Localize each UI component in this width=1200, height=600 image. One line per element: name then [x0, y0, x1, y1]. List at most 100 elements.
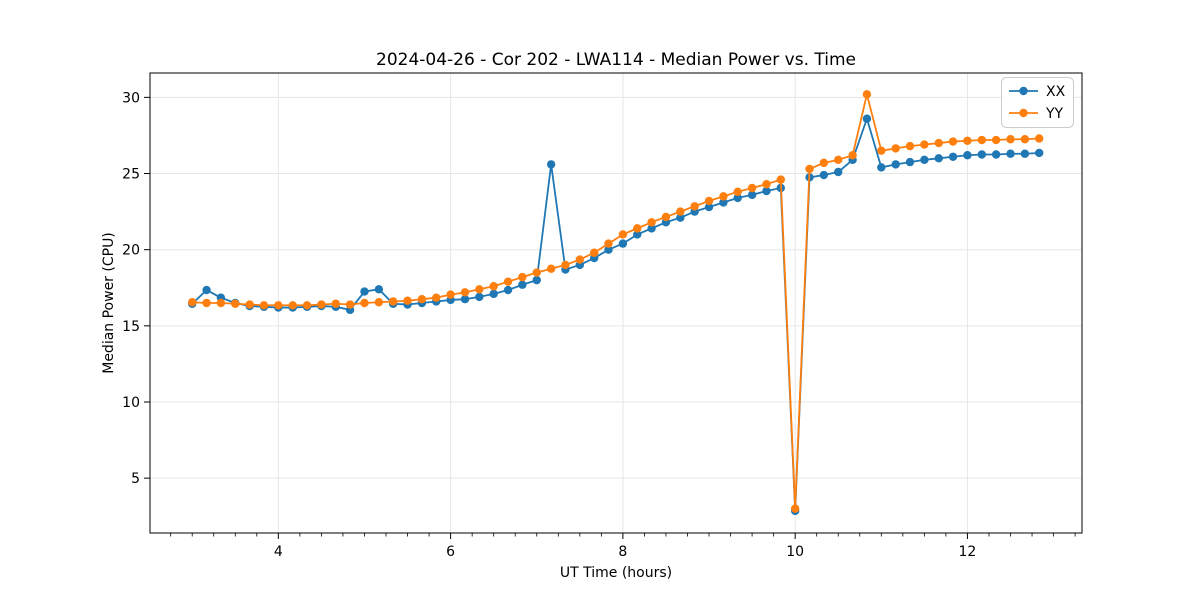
data-point-xx	[834, 167, 843, 177]
legend-marker-yy	[1019, 108, 1028, 118]
data-point-yy	[948, 137, 958, 146]
data-point-xx	[1034, 148, 1044, 158]
x-axis-label: UT Time (hours)	[560, 565, 672, 581]
data-point-yy	[905, 141, 915, 151]
data-point-xx	[733, 193, 742, 203]
data-point-yy	[934, 138, 943, 148]
data-point-xx	[877, 163, 886, 172]
legend: XX YY	[1001, 77, 1074, 128]
data-point-yy	[819, 158, 829, 168]
data-point-yy	[647, 218, 656, 227]
data-point-yy	[704, 196, 714, 206]
data-point-xx	[518, 280, 527, 289]
plot-border	[149, 72, 1083, 534]
data-point-yy	[991, 135, 1001, 145]
data-point-xx	[934, 154, 943, 163]
axis-ticks: 4 6 8 10 12 5 10 15 20 25 30	[122, 90, 1076, 560]
data-point-yy	[733, 187, 742, 197]
data-point-yy	[302, 301, 312, 310]
data-point-yy	[977, 135, 987, 145]
data-point-xx	[532, 275, 541, 285]
data-point-xx	[618, 239, 628, 248]
data-point-xx	[719, 198, 728, 207]
x-tick-label: 12	[959, 544, 977, 560]
data-point-xx	[977, 150, 987, 159]
data-point-xx	[920, 155, 929, 165]
data-point-yy	[475, 285, 484, 294]
data-point-yy	[216, 298, 226, 308]
data-point-yy	[690, 202, 699, 211]
chart-title: 2024-04-26 - Cor 202 - LWA114 - Median P…	[376, 50, 856, 70]
data-point-xx	[633, 230, 642, 239]
legend-marker-xx	[1019, 86, 1028, 96]
data-point-yy	[374, 298, 384, 307]
data-point-yy	[532, 268, 541, 277]
data-point-yy	[360, 298, 369, 308]
data-point-yy	[790, 504, 800, 513]
data-point-yy	[676, 207, 685, 216]
data-point-yy	[460, 288, 470, 297]
data-point-yy	[288, 301, 297, 310]
data-point-yy	[877, 146, 886, 155]
data-point-yy	[920, 140, 929, 149]
data-point-yy	[891, 144, 900, 153]
data-point-yy	[345, 300, 355, 309]
data-point-yy	[1020, 135, 1030, 144]
x-tick-label: 6	[446, 544, 455, 560]
data-point-yy	[590, 248, 599, 257]
data-point-yy	[503, 277, 513, 286]
data-series	[188, 90, 1044, 516]
data-point-xx	[374, 285, 384, 294]
data-point-xx	[475, 292, 484, 302]
y-tick-label: 25	[122, 167, 140, 183]
data-point-yy	[331, 299, 340, 308]
data-point-xx	[489, 289, 498, 299]
data-point-xx	[503, 285, 513, 295]
y-tick-label: 30	[122, 90, 140, 106]
data-point-yy	[245, 300, 254, 309]
data-point-xx	[1006, 149, 1015, 158]
data-point-yy	[231, 299, 240, 308]
data-point-yy	[202, 298, 211, 308]
data-point-yy	[618, 230, 628, 239]
data-point-xx	[202, 285, 211, 295]
data-point-yy	[575, 255, 585, 264]
data-point-xx	[948, 152, 958, 161]
data-point-yy	[848, 151, 857, 160]
data-point-yy	[546, 264, 556, 273]
y-tick-label: 5	[131, 471, 140, 487]
data-point-yy	[834, 155, 843, 165]
data-point-xx	[460, 294, 470, 304]
data-point-xx	[546, 160, 556, 169]
data-point-yy	[188, 298, 197, 307]
data-point-yy	[432, 293, 441, 302]
data-point-yy	[561, 260, 570, 270]
data-point-xx	[963, 151, 972, 160]
data-point-xx	[676, 213, 685, 222]
data-point-yy	[1006, 135, 1015, 144]
data-point-yy	[719, 192, 728, 201]
x-tick-label: 8	[618, 544, 627, 560]
x-tick-label: 4	[274, 544, 283, 560]
data-point-yy	[274, 301, 283, 310]
data-point-yy	[1034, 134, 1044, 143]
data-point-yy	[403, 296, 412, 305]
y-tick-label: 10	[122, 395, 140, 411]
data-point-yy	[762, 179, 771, 189]
data-point-xx	[762, 186, 771, 196]
data-point-xx	[862, 114, 872, 123]
data-point-yy	[805, 164, 814, 174]
data-point-xx	[360, 287, 369, 296]
data-point-xx	[819, 170, 829, 180]
data-point-xx	[704, 202, 714, 212]
data-point-yy	[776, 175, 785, 184]
data-point-xx	[747, 190, 757, 200]
data-point-xx	[991, 150, 1001, 159]
y-tick-label: 20	[122, 243, 140, 259]
data-point-yy	[259, 301, 269, 310]
data-point-yy	[518, 272, 527, 282]
data-point-xx	[1020, 149, 1030, 158]
data-point-yy	[388, 297, 398, 306]
